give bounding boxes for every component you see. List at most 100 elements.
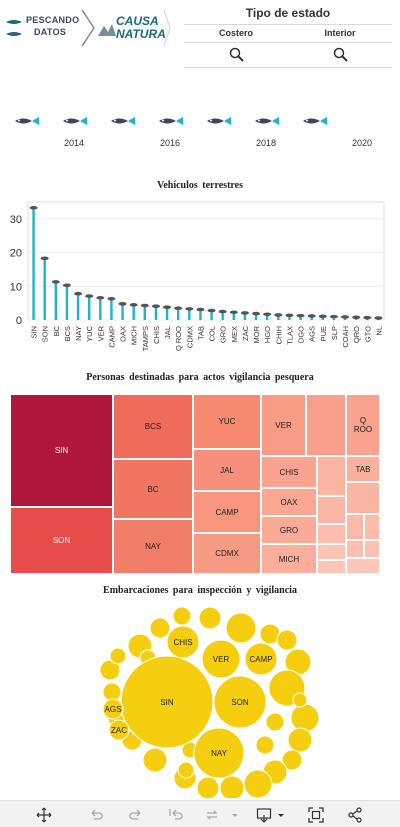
treemap-cell-ver[interactable]: VER [261,394,306,456]
treemap-cell[interactable] [346,540,364,558]
search-icon[interactable] [333,47,349,63]
bar[interactable] [54,282,58,320]
treemap-cell[interactable] [306,394,346,456]
bar[interactable] [87,297,91,320]
treemap-cell-son[interactable]: SON [10,507,113,574]
bubble[interactable] [225,612,257,644]
bar[interactable] [121,304,124,320]
bar[interactable] [321,317,325,320]
bubble[interactable] [177,761,195,779]
bubble[interactable] [255,735,275,755]
fish-icon[interactable] [14,116,40,126]
treemap-cell[interactable] [317,456,346,496]
treemap-cell-jal[interactable]: JAL [193,449,261,491]
treemap-cell-mich[interactable]: MICH [261,544,317,574]
treemap-cell[interactable] [364,514,380,540]
bar[interactable] [176,309,180,320]
treemap-cell-qroo[interactable]: Q ROO [346,394,380,456]
treemap-cell-cdmx[interactable]: CDMX [193,533,261,574]
treemap-cell-nay[interactable]: NAY [113,519,193,574]
bubble[interactable] [166,625,200,659]
bar[interactable] [254,314,258,320]
treemap-cell-tab[interactable]: TAB [346,456,380,482]
bubble[interactable] [265,712,285,732]
bubble[interactable] [196,776,220,798]
revert-icon[interactable] [168,807,184,823]
fish-icon[interactable] [110,116,136,126]
bar[interactable] [99,298,102,320]
bar[interactable] [32,208,35,320]
bar[interactable] [132,305,135,320]
treemap-cell-gro[interactable]: GRO [261,516,317,544]
bar[interactable] [110,299,113,320]
fish-icon[interactable] [254,116,280,126]
treemap-cell[interactable] [346,514,364,540]
bubble[interactable] [243,769,273,798]
bubble[interactable] [102,682,122,702]
fish-icon[interactable] [62,116,88,126]
fish-icon[interactable] [302,116,328,126]
bar[interactable] [43,259,46,320]
bubble[interactable] [142,747,168,773]
treemap-cell-sin[interactable]: SIN [10,394,113,507]
undo-icon[interactable] [88,807,104,823]
bubble[interactable] [149,617,171,639]
bar[interactable] [310,316,313,320]
bubble[interactable] [219,775,245,798]
bar[interactable] [221,312,224,320]
bar[interactable] [165,308,169,320]
bar[interactable] [288,316,291,320]
chevron-down-icon[interactable] [230,807,240,823]
chevron-down-icon[interactable] [276,807,286,823]
treemap-cell-camp[interactable]: CAMP [193,491,261,533]
treemap-cell[interactable] [317,544,346,560]
bubble[interactable] [244,642,278,676]
bar[interactable] [243,313,247,320]
bubble[interactable] [172,606,192,626]
treemap-cell-bc[interactable]: BC [113,459,193,519]
bubble[interactable] [276,629,298,651]
move-icon[interactable] [36,807,52,823]
bar[interactable] [354,318,358,320]
treemap-cell-oax[interactable]: OAX [261,488,317,516]
fish-icon[interactable] [206,116,232,126]
bar[interactable] [343,317,347,320]
bar[interactable] [65,286,69,320]
treemap-cell[interactable] [346,558,380,574]
bubble[interactable] [109,647,127,665]
bubble[interactable] [120,655,214,749]
bubble[interactable] [292,692,308,708]
bar[interactable] [232,313,236,320]
bar[interactable] [265,315,269,320]
share-icon[interactable] [347,807,363,823]
treemap-cell[interactable] [364,540,380,558]
bubble[interactable] [99,659,121,681]
bubble[interactable] [201,639,241,679]
treemap-cell[interactable] [346,482,380,514]
fullscreen-icon[interactable] [308,807,324,823]
search-icon[interactable] [229,47,245,63]
bar[interactable] [143,306,147,320]
redo-icon[interactable] [128,807,144,823]
treemap-cell[interactable] [317,560,346,574]
bubble[interactable] [102,698,124,720]
refresh-icon[interactable] [204,807,220,823]
treemap-cell[interactable] [317,496,346,524]
bubble[interactable] [198,606,222,630]
treemap-cell-bcs[interactable]: BCS [113,394,193,459]
bubble[interactable] [287,727,313,753]
bar[interactable] [299,316,302,320]
treemap-cell-yuc[interactable]: YUC [193,394,261,449]
bar[interactable] [76,294,80,320]
bubble[interactable] [108,719,130,741]
treemap-cell[interactable] [317,524,346,544]
bar[interactable] [210,311,213,320]
bar[interactable] [154,307,158,320]
fish-icon[interactable] [158,116,184,126]
bar[interactable] [188,309,191,320]
bubble[interactable] [213,675,267,729]
bar[interactable] [199,310,202,320]
treemap-cell-chis[interactable]: CHIS [261,456,317,488]
bubble[interactable] [193,727,245,779]
bubble[interactable] [290,703,320,733]
